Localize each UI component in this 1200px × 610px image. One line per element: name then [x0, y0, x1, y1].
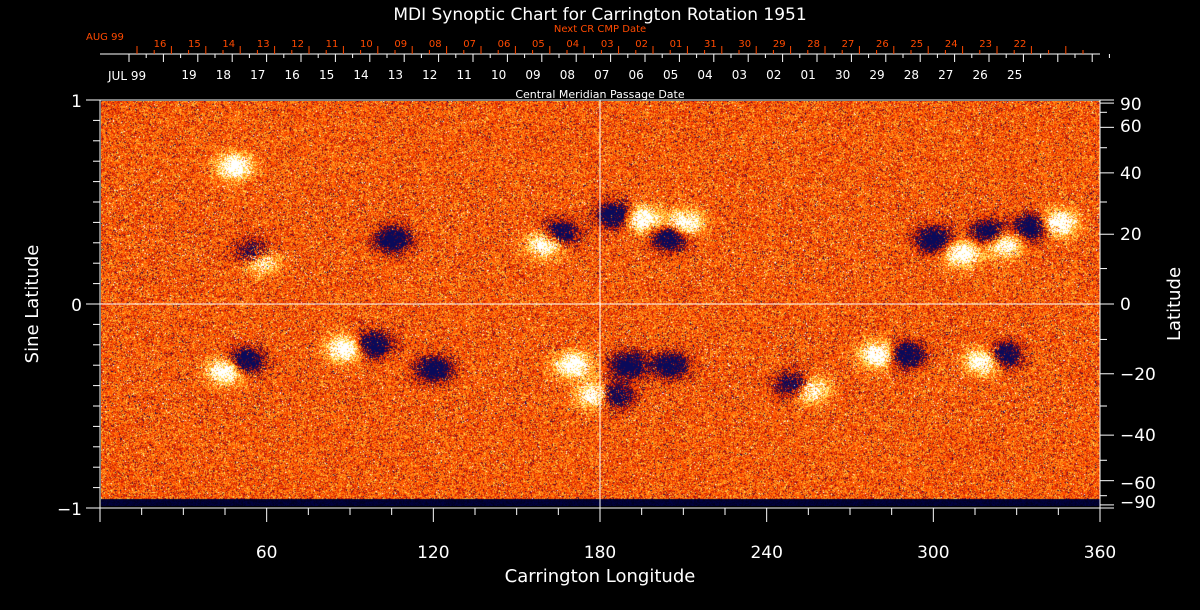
next-cr-date-label: 23	[979, 39, 992, 50]
next-cr-date-label: 12	[291, 39, 304, 50]
x-tick-label: 240	[750, 543, 782, 563]
x-axis-label: Carrington Longitude	[505, 566, 696, 587]
y2-tick-label: 90	[1120, 95, 1142, 115]
cmp-date-label: 13	[388, 68, 403, 82]
next-cr-date-label: 24	[945, 39, 958, 50]
y2-axis-label: Latitude	[1164, 267, 1185, 341]
cmp-date-label: 15	[319, 68, 334, 82]
cmp-date-label: 25	[1007, 68, 1022, 82]
cmp-month-label: JUL 99	[107, 69, 146, 83]
next-cr-date-label: 06	[498, 39, 511, 50]
next-cr-date-label: 01	[670, 39, 683, 50]
next-cr-date-label: 27	[842, 39, 855, 50]
cmp-date-label: 02	[766, 68, 781, 82]
y-tick-label: 0	[71, 296, 82, 316]
cmp-date-label: 16	[285, 68, 300, 82]
next-cr-date-label: 31	[704, 39, 717, 50]
cmp-date-label: 12	[422, 68, 437, 82]
cmp-date-label: 09	[525, 68, 540, 82]
next-cr-date-label: 14	[222, 39, 235, 50]
y2-tick-label: 60	[1120, 117, 1142, 137]
x-tick-label: 120	[417, 543, 449, 563]
y2-tick-label: −60	[1120, 474, 1156, 494]
next-cr-date-label: 16	[154, 39, 167, 50]
cmp-date-label: 10	[491, 68, 506, 82]
cmp-date-label: 11	[457, 68, 472, 82]
y2-tick-label: −90	[1120, 493, 1156, 513]
next-cr-month-label: AUG 99	[86, 32, 124, 43]
cmp-date-label: 03	[732, 68, 747, 82]
x-tick-label: 180	[584, 543, 616, 563]
next-cr-date-label: 25	[910, 39, 923, 50]
next-cr-date-label: 26	[876, 39, 889, 50]
cmp-date-label: 19	[181, 68, 196, 82]
cmp-date-label: 26	[973, 68, 988, 82]
y2-tick-label: −20	[1120, 365, 1156, 385]
cmp-date-label: 30	[835, 68, 850, 82]
next-cr-date-label: 28	[807, 39, 820, 50]
next-cr-date-label: 13	[257, 39, 270, 50]
cmp-date-label: 27	[938, 68, 953, 82]
y-tick-label: 1	[71, 92, 82, 112]
cmp-date-label: 07	[594, 68, 609, 82]
cmp-date-label: 28	[904, 68, 919, 82]
next-cr-date-label: 15	[188, 39, 201, 50]
cmp-date-label: 17	[250, 68, 265, 82]
next-cr-date-label: 05	[532, 39, 545, 50]
y2-tick-label: 20	[1120, 225, 1142, 245]
cmp-date-label: 18	[216, 68, 231, 82]
x-tick-label: 60	[256, 543, 278, 563]
cmp-axis-label: Central Meridian Passage Date	[515, 88, 684, 101]
cmp-date-label: 08	[560, 68, 575, 82]
y2-tick-label: −40	[1120, 426, 1156, 446]
y-tick-label: −1	[57, 500, 82, 520]
cmp-date-label: 14	[353, 68, 368, 82]
chart-title: MDI Synoptic Chart for Carrington Rotati…	[393, 5, 806, 25]
next-cr-date-label: 03	[601, 39, 614, 50]
cmp-date-label: 04	[697, 68, 712, 82]
cmp-date-label: 29	[869, 68, 884, 82]
next-cr-date-label: 07	[463, 39, 476, 50]
x-tick-label: 300	[917, 543, 949, 563]
next-cr-axis-label: Next CR CMP Date	[554, 24, 646, 35]
next-cr-date-label: 10	[360, 39, 373, 50]
y2-tick-label: 0	[1120, 295, 1131, 315]
next-cr-date-label: 02	[635, 39, 648, 50]
y-axis-label: Sine Latitude	[22, 245, 43, 364]
cmp-date-label: 06	[629, 68, 644, 82]
next-cr-date-label: 09	[394, 39, 407, 50]
next-cr-date-label: 11	[326, 39, 339, 50]
next-cr-date-label: 29	[773, 39, 786, 50]
next-cr-date-label: 22	[1014, 39, 1027, 50]
cmp-date-label: 05	[663, 68, 678, 82]
next-cr-date-label: 30	[738, 39, 751, 50]
next-cr-date-label: 04	[566, 39, 579, 50]
next-cr-date-label: 08	[429, 39, 442, 50]
x-tick-label: 360	[1084, 543, 1116, 563]
y2-tick-label: 40	[1120, 164, 1142, 184]
cmp-date-label: 01	[801, 68, 816, 82]
